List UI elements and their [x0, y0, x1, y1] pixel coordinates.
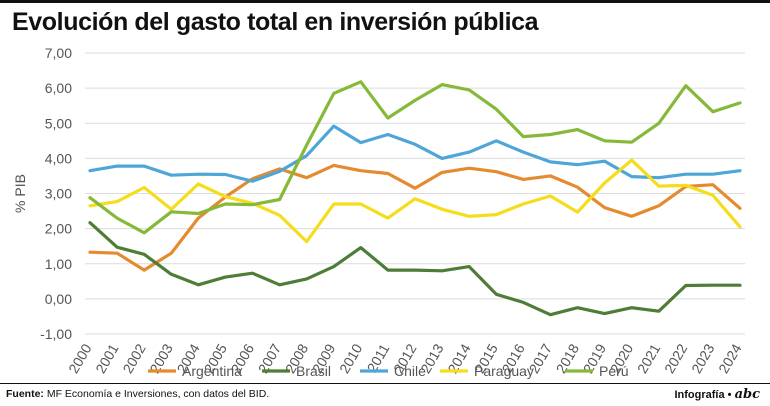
credit: Infografía • abc — [674, 387, 760, 402]
x-tick-label: 2021 — [634, 341, 664, 376]
abc-logo: abc — [734, 387, 760, 402]
y-tick-label: 6,00 — [45, 80, 72, 96]
x-tick-label: 2022 — [661, 341, 691, 376]
source-text: MF Economía e Inversiones, con datos del… — [46, 388, 270, 400]
y-tick-label: 0,00 — [45, 291, 72, 307]
y-tick-label: 7,00 — [45, 45, 72, 61]
y-tick-label: 3,00 — [45, 186, 72, 202]
x-tick-label: 2001 — [92, 341, 122, 376]
y-tick-label: 4,00 — [45, 150, 72, 166]
x-tick-label: 2000 — [65, 341, 95, 376]
legend-label-peru: Perú — [599, 363, 629, 379]
source-note: Fuente: MF Economía e Inversiones, con d… — [6, 388, 269, 400]
source-label: Fuente: — [6, 388, 44, 400]
y-tick-label: -1,00 — [40, 326, 72, 342]
legend-label-chile: Chile — [394, 363, 426, 379]
credit-text: Infografía • — [674, 389, 732, 401]
y-axis-label: % PIB — [12, 174, 28, 213]
series-line-peru — [88, 80, 742, 235]
x-tick-label: 2024 — [715, 341, 745, 376]
legend-label-argentina: Argentina — [182, 363, 242, 379]
legend-label-paraguay: Paraguay — [474, 363, 534, 379]
series-line-brasil — [88, 221, 742, 317]
top-rule — [0, 0, 770, 3]
y-tick-label: 2,00 — [45, 221, 72, 237]
y-tick-label: 5,00 — [45, 115, 72, 131]
page-title: Evolución del gasto total en inversión p… — [12, 8, 539, 36]
y-tick-label: 1,00 — [45, 256, 72, 272]
series-line-paraguay — [88, 158, 742, 244]
series-line-argentina — [88, 163, 742, 272]
legend-label-brasil: Brasil — [296, 363, 331, 379]
series-line-chile — [88, 124, 742, 183]
x-tick-label: 2002 — [119, 341, 149, 376]
x-tick-label: 2023 — [688, 341, 718, 376]
bottom-rule — [0, 383, 770, 384]
